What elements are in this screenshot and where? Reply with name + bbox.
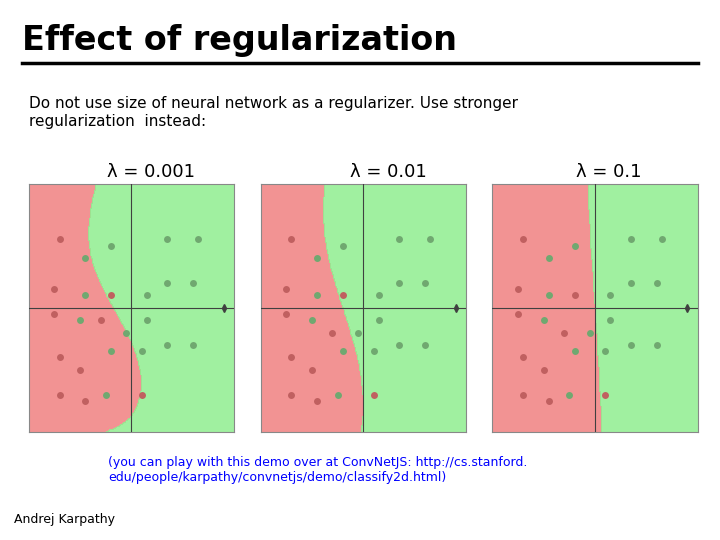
Text: λ = 0.01: λ = 0.01 (351, 163, 427, 181)
Text: Do not use size of neural network as a regularizer. Use stronger
regularization : Do not use size of neural network as a r… (29, 96, 518, 129)
Text: λ = 0.1: λ = 0.1 (576, 163, 641, 181)
Text: Andrej Karpathy: Andrej Karpathy (14, 514, 115, 526)
Text: Effect of regularization: Effect of regularization (22, 24, 456, 57)
Text: (you can play with this demo over at ConvNetJS: http://cs.stanford.
edu/people/k: (you can play with this demo over at Con… (108, 456, 527, 484)
Text: λ = 0.001: λ = 0.001 (107, 163, 195, 181)
